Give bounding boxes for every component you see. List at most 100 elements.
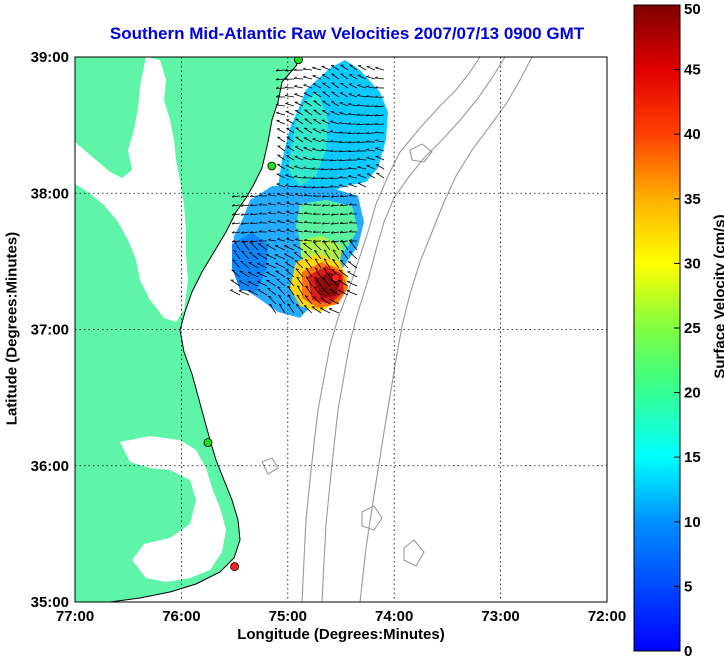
- velocity-vector-head: [311, 157, 315, 160]
- chesapeake-bay: [75, 57, 188, 322]
- velocity-vector: [256, 263, 268, 269]
- velocity-vector: [286, 238, 295, 242]
- velocity-vector-head: [294, 260, 298, 262]
- velocity-vector-head: [320, 176, 324, 180]
- velocity-vector: [265, 254, 277, 260]
- velocity-vector-head: [240, 222, 244, 225]
- velocity-vector: [304, 101, 313, 107]
- velocity-vector: [331, 195, 340, 198]
- velocity-vector: [293, 78, 304, 80]
- velocity-vector: [295, 194, 304, 197]
- colorbar-tick-label: 40: [684, 126, 701, 143]
- velocity-vector: [268, 221, 277, 224]
- velocity-vector: [249, 204, 259, 207]
- x-tick-label: 77:00: [56, 608, 94, 625]
- velocity-vector-head: [231, 203, 235, 207]
- radar-station-marker: [203, 438, 213, 447]
- velocity-vector-head: [286, 210, 290, 213]
- velocity-vector: [330, 131, 340, 134]
- velocity-vector: [338, 141, 349, 143]
- velocity-vector: [349, 64, 358, 71]
- velocity-vector-head: [357, 94, 361, 96]
- velocity-vector: [357, 174, 367, 179]
- velocity-vector-head: [258, 239, 262, 242]
- velocity-vector-head: [320, 167, 324, 171]
- velocity-vector: [331, 222, 340, 225]
- velocity-vector-head: [269, 303, 273, 306]
- velocity-vector: [338, 270, 349, 278]
- velocity-vector-head: [286, 228, 290, 231]
- velocity-vector: [303, 213, 313, 215]
- velocity-vector: [294, 93, 304, 98]
- velocity-vector: [339, 204, 349, 207]
- velocity-vector-head: [329, 130, 334, 132]
- velocity-vector-head: [374, 122, 378, 125]
- velocity-vector-head: [275, 77, 279, 81]
- velocity-vector-head: [294, 85, 298, 87]
- velocity-vector-head: [312, 66, 316, 69]
- velocity-vector: [322, 204, 331, 207]
- velocity-vector: [249, 222, 259, 225]
- velocity-vector-head: [339, 111, 343, 114]
- velocity-vector-head: [267, 238, 272, 241]
- velocity-vector-head: [277, 286, 281, 289]
- velocity-vector: [249, 231, 259, 234]
- radar-station-marker: [230, 562, 240, 571]
- y-tick-label: 39:00: [31, 49, 69, 66]
- velocity-vector-head: [323, 240, 327, 243]
- velocity-vector: [338, 159, 349, 162]
- velocity-vector: [241, 213, 250, 216]
- velocity-vector: [339, 231, 349, 234]
- velocity-vector: [285, 185, 295, 188]
- velocity-vector: [276, 183, 286, 188]
- velocity-vector: [296, 294, 304, 305]
- velocity-vector: [294, 146, 304, 152]
- velocity-vector-head: [329, 158, 333, 162]
- y-tick-labels: 39:00 38:00 37:00 36:00 35:00: [31, 49, 69, 611]
- velocity-vector-head: [332, 240, 336, 243]
- y-tick-label: 38:00: [31, 185, 69, 202]
- velocity-vector: [268, 194, 277, 197]
- velocity-vector: [286, 220, 295, 224]
- velocity-vector-head: [329, 139, 333, 142]
- velocity-vector: [313, 119, 322, 125]
- velocity-vector-head: [284, 77, 288, 80]
- velocity-vector-head: [293, 184, 297, 187]
- velocity-vector-head: [284, 68, 288, 72]
- velocity-vector: [340, 64, 349, 71]
- velocity-vector: [278, 294, 286, 305]
- velocity-vector: [303, 157, 313, 161]
- velocity-vector: [375, 148, 385, 152]
- velocity-vector-head: [303, 305, 307, 307]
- velocity-vector: [249, 240, 259, 243]
- velocity-vector: [303, 204, 313, 206]
- velocity-vector: [332, 249, 340, 260]
- velocity-vector: [274, 245, 286, 251]
- colorbar-tick-label: 5: [684, 578, 692, 595]
- velocity-vector-head: [312, 296, 316, 298]
- velocity-vector: [241, 195, 250, 198]
- velocity-vector-head: [356, 113, 360, 116]
- velocity-vector: [323, 258, 331, 269]
- velocity-vector-head: [302, 166, 307, 169]
- velocity-vector: [331, 213, 340, 216]
- velocity-vector-head: [293, 76, 297, 79]
- velocity-vector-head: [365, 131, 369, 134]
- velocity-vector: [312, 296, 322, 305]
- velocity-vector-head: [276, 278, 280, 280]
- velocity-vector-head: [330, 195, 334, 198]
- velocity-vector-head: [332, 249, 336, 252]
- velocity-vector: [285, 269, 295, 278]
- velocity-vector: [322, 231, 331, 234]
- velocity-vector-head: [338, 149, 342, 153]
- velocity-vector-head: [356, 149, 360, 152]
- velocity-vector: [303, 240, 313, 242]
- velocity-vector: [294, 85, 304, 89]
- velocity-vector-head: [302, 176, 306, 179]
- velocity-vector-head: [314, 267, 318, 270]
- velocity-vector-head: [267, 287, 271, 290]
- velocity-vector: [247, 281, 259, 287]
- velocity-vector-head: [341, 240, 345, 243]
- velocity-vector: [241, 204, 250, 207]
- velocity-vector: [285, 164, 295, 170]
